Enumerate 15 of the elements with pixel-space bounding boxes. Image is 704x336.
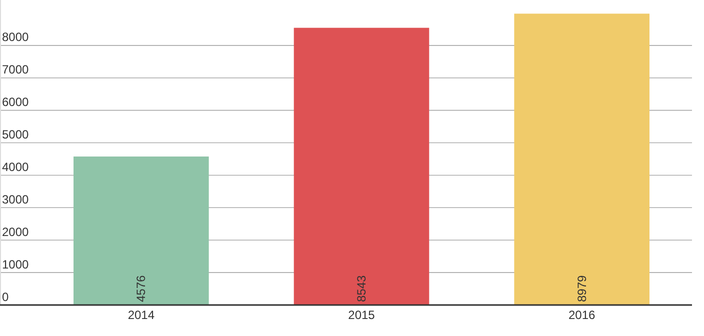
y-tick-label: 2000 xyxy=(2,224,30,239)
data-label: 8543 xyxy=(354,274,368,302)
y-tick-label: 6000 xyxy=(2,95,30,110)
y-tick-label: 3000 xyxy=(2,192,30,206)
y-tick-label: 7000 xyxy=(2,62,30,77)
x-tick-label: 2016 xyxy=(568,308,596,322)
y-tick-label: 5000 xyxy=(2,128,30,142)
y-tick-label: 8000 xyxy=(2,30,30,44)
data-label: 8979 xyxy=(574,274,589,302)
y-tick-label: 1000 xyxy=(2,257,30,272)
x-tick-label: 2014 xyxy=(128,308,155,322)
x-tick-label: 2015 xyxy=(348,308,376,322)
y-tick-label: 4000 xyxy=(2,160,30,174)
y-tick-label: 0 xyxy=(2,290,9,304)
data-label: 4576 xyxy=(134,274,148,302)
